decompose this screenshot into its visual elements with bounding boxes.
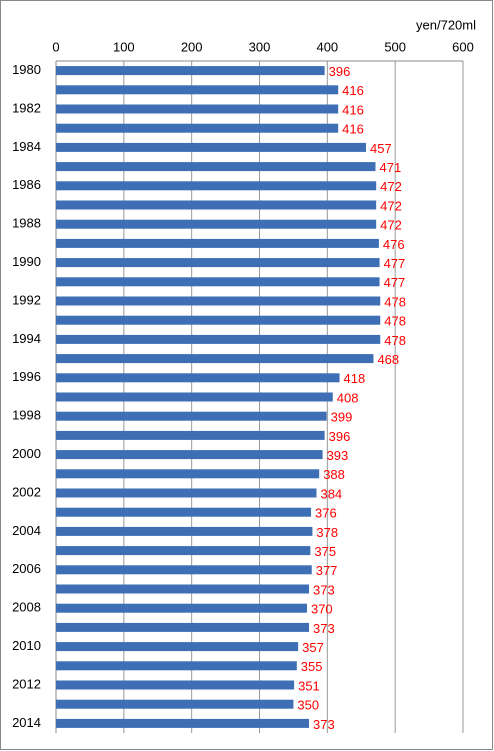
- value-label: 472: [380, 198, 402, 213]
- value-label: 471: [379, 160, 401, 175]
- value-label: 396: [329, 429, 351, 444]
- bar: [56, 584, 310, 594]
- bar: [56, 334, 381, 344]
- bar: [56, 296, 381, 306]
- y-tick-label: 1984: [12, 139, 41, 154]
- bar: [56, 181, 377, 191]
- x-tick-label: 100: [113, 39, 135, 54]
- value-label: 476: [383, 237, 405, 252]
- value-label: 472: [380, 218, 402, 233]
- x-tick-label: 200: [181, 39, 203, 54]
- y-tick-label: 1982: [12, 100, 41, 115]
- bar: [56, 507, 312, 517]
- bar: [56, 258, 380, 268]
- value-label: 396: [329, 64, 351, 79]
- value-label: 416: [342, 122, 364, 137]
- y-tick-label: 2014: [12, 715, 41, 730]
- y-tick-label: 1990: [12, 254, 41, 269]
- y-tick-label: 1994: [12, 331, 41, 346]
- bar: [56, 85, 339, 95]
- value-label: 350: [297, 698, 319, 713]
- bar: [56, 373, 340, 383]
- value-label: 376: [315, 506, 337, 521]
- x-tick-label: 300: [249, 39, 271, 54]
- bar: [56, 238, 379, 248]
- value-label: 416: [342, 102, 364, 117]
- value-label: 393: [327, 448, 349, 463]
- y-tick-label: 1986: [12, 177, 41, 192]
- value-label: 468: [377, 352, 399, 367]
- value-label: 416: [342, 83, 364, 98]
- bar: [56, 680, 295, 690]
- x-tick-label: 600: [452, 39, 474, 54]
- y-tick-label: 1996: [12, 369, 41, 384]
- value-label: 373: [313, 621, 335, 636]
- value-label: 375: [314, 544, 336, 559]
- y-tick-label: 2008: [12, 600, 41, 615]
- bar: [56, 546, 311, 556]
- value-label: 355: [301, 659, 323, 674]
- x-tick-label: 0: [52, 39, 59, 54]
- bar: [56, 450, 323, 460]
- y-tick-label: 2004: [12, 523, 41, 538]
- bar: [56, 219, 377, 229]
- bar: [56, 699, 294, 709]
- bar: [56, 162, 376, 172]
- value-label: 478: [384, 294, 406, 309]
- value-label: 377: [316, 563, 338, 578]
- y-tick-label: 2000: [12, 446, 41, 461]
- value-label: 351: [298, 678, 320, 693]
- bar: [56, 430, 325, 440]
- value-label: 370: [311, 602, 333, 617]
- value-label: 478: [384, 314, 406, 329]
- bar: [56, 622, 310, 632]
- x-tick-label: 500: [384, 39, 406, 54]
- bar: [56, 469, 320, 479]
- bar: [56, 603, 307, 613]
- value-label: 418: [344, 371, 366, 386]
- bar: [56, 661, 297, 671]
- value-label: 388: [323, 467, 345, 482]
- value-label: 408: [337, 390, 359, 405]
- y-tick-label: 1980: [12, 62, 41, 77]
- value-label: 378: [316, 525, 338, 540]
- value-label: 457: [370, 141, 392, 156]
- bar: [56, 123, 339, 133]
- bar: [56, 488, 317, 498]
- value-label: 477: [384, 275, 406, 290]
- value-label: 357: [302, 640, 324, 655]
- bar: [56, 200, 377, 210]
- y-tick-label: 1992: [12, 292, 41, 307]
- value-label: 373: [313, 582, 335, 597]
- bar: [56, 315, 381, 325]
- bar: [56, 565, 312, 575]
- bar: [56, 142, 366, 152]
- value-label: 373: [313, 717, 335, 732]
- bar: [56, 718, 310, 728]
- bar: [56, 277, 380, 287]
- bar: [56, 104, 339, 114]
- value-label: 472: [380, 179, 402, 194]
- value-label: 399: [331, 410, 353, 425]
- value-label: 384: [320, 486, 342, 501]
- bar: [56, 526, 313, 536]
- y-tick-label: 2010: [12, 638, 41, 653]
- value-label: 478: [384, 333, 406, 348]
- bar: [56, 392, 333, 402]
- y-tick-label: 2012: [12, 676, 41, 691]
- value-label: 477: [384, 256, 406, 271]
- bar: [56, 642, 299, 652]
- y-tick-label: 2002: [12, 484, 41, 499]
- x-axis-label: yen/720ml: [416, 17, 476, 32]
- x-tick-label: 400: [316, 39, 338, 54]
- bar: [56, 354, 374, 364]
- y-tick-label: 2006: [12, 561, 41, 576]
- y-tick-label: 1998: [12, 408, 41, 423]
- bar: [56, 66, 325, 76]
- y-tick-label: 1988: [12, 216, 41, 231]
- bar: [56, 411, 327, 421]
